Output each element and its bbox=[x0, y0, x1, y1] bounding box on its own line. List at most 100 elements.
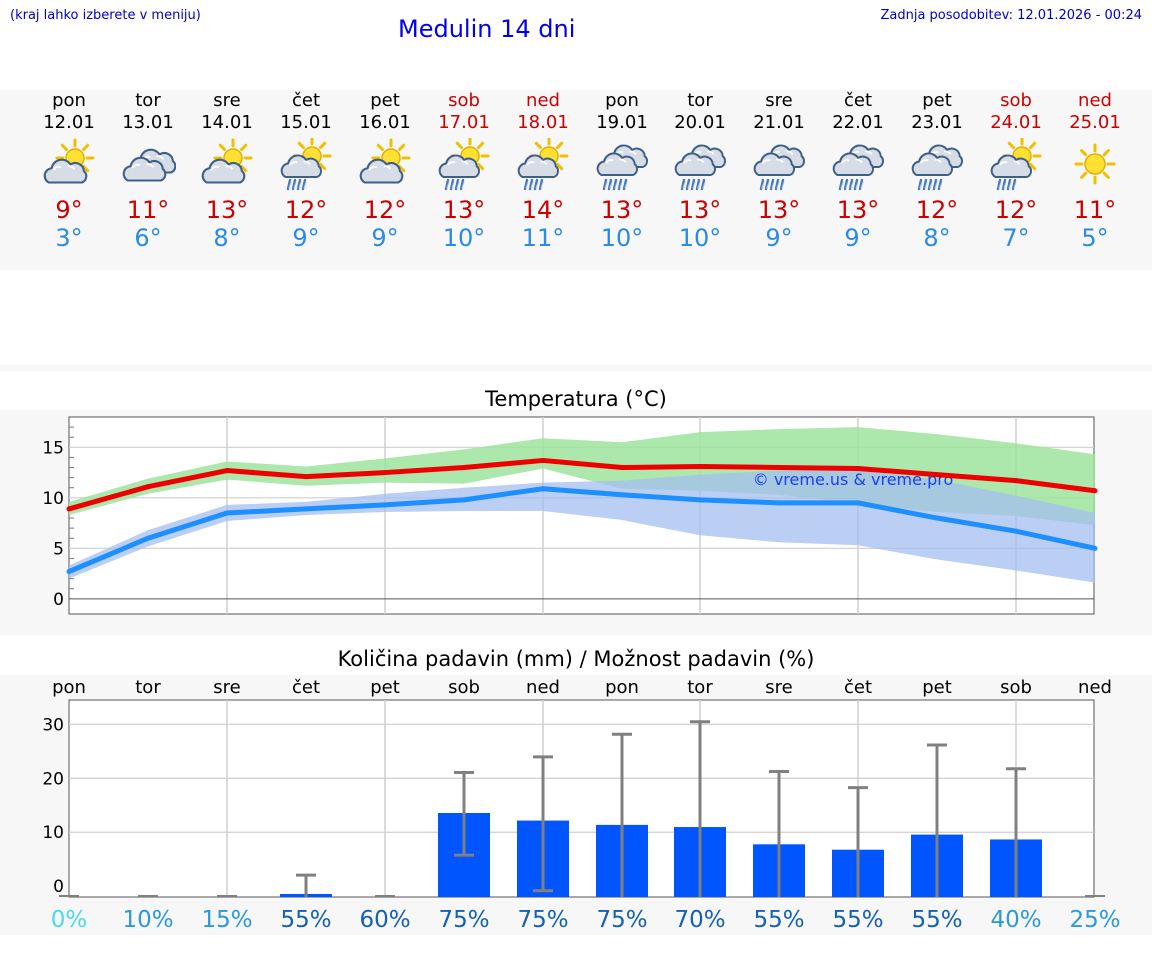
day-name: pet bbox=[922, 90, 952, 111]
cloud-body bbox=[911, 152, 954, 176]
cloud-highlight bbox=[210, 165, 234, 171]
rain-drop-shine bbox=[1003, 181, 1007, 189]
sun-ray bbox=[60, 143, 69, 152]
rain-drop bbox=[685, 178, 691, 191]
sun-cloud-icon bbox=[359, 138, 411, 184]
precipitation-chart-title: Količina padavin (mm) / Možnost padavin … bbox=[337, 647, 815, 671]
cloud-body bbox=[122, 156, 167, 182]
precipitation-probability: 55% bbox=[832, 907, 883, 933]
max-temperature-point bbox=[1092, 488, 1098, 494]
precipitation-probability: 55% bbox=[753, 907, 804, 933]
day-column: čet 22.01 13° 9° bbox=[813, 90, 903, 252]
rain-drop-shine bbox=[929, 181, 933, 189]
rain-drop-shine bbox=[1008, 181, 1012, 189]
cloud-shape bbox=[438, 154, 481, 178]
cloud-highlight bbox=[526, 160, 548, 166]
cloud-body bbox=[832, 152, 875, 176]
category-label: tor bbox=[687, 677, 713, 698]
day-name: tor bbox=[135, 90, 161, 111]
rain-drop bbox=[538, 178, 544, 191]
max-temperature: 13° bbox=[757, 196, 801, 224]
rain-drop bbox=[454, 178, 460, 191]
rain-drop-shine bbox=[850, 181, 854, 189]
rain-drop-shine bbox=[446, 181, 450, 189]
category-label: pet bbox=[922, 677, 952, 698]
category-label: čet bbox=[292, 677, 320, 698]
rain-drop bbox=[301, 178, 307, 191]
last-update: Zadnja posodobitev: 12.01.2026 - 00:24 bbox=[880, 8, 1142, 23]
rain-drop-shine bbox=[924, 181, 928, 189]
min-temperature-band bbox=[69, 470, 1095, 583]
rain-drop bbox=[690, 178, 696, 191]
day-date: 20.01 bbox=[674, 112, 726, 133]
location-hint[interactable]: (kraj lahko izberete v meniju) bbox=[10, 8, 201, 23]
rain-drop bbox=[602, 178, 608, 191]
rain-drop-shine bbox=[288, 181, 292, 189]
rain-drop bbox=[528, 178, 534, 191]
min-temperature-point bbox=[224, 510, 230, 516]
day-date: 22.01 bbox=[832, 112, 884, 133]
precipitation-probability: 75% bbox=[438, 907, 489, 933]
sun-icon bbox=[1074, 143, 1116, 185]
max-temperature-line bbox=[68, 457, 1096, 512]
cloud-shape bbox=[990, 154, 1033, 178]
category-label: sre bbox=[213, 677, 240, 698]
cloud-rain-icon bbox=[753, 144, 806, 191]
cloud-shape bbox=[43, 158, 88, 184]
rain-drop bbox=[523, 178, 529, 191]
sun-cloud-rain-icon bbox=[990, 138, 1042, 191]
rain-drop-shine bbox=[624, 181, 628, 189]
max-temperature-point bbox=[66, 506, 72, 512]
sun-ray bbox=[397, 143, 406, 152]
min-temperature: 7° bbox=[1002, 224, 1030, 252]
rain-drop bbox=[858, 178, 864, 191]
category-label: čet bbox=[844, 677, 872, 698]
cloud-body bbox=[438, 154, 481, 178]
max-temperature: 13° bbox=[678, 196, 722, 224]
y-tick-label: 5 bbox=[53, 539, 64, 559]
min-temperature: 5° bbox=[1081, 224, 1109, 252]
day-date: 21.01 bbox=[753, 112, 805, 133]
cloud-rain-icon bbox=[911, 144, 964, 191]
day-name: sob bbox=[1000, 90, 1032, 111]
sun-cloud-rain-icon bbox=[438, 138, 490, 191]
rain-drop bbox=[695, 178, 701, 191]
cloud-body bbox=[517, 154, 560, 178]
rain-drop-shine bbox=[771, 181, 775, 189]
min-temperature-point bbox=[303, 506, 309, 512]
rain-drop bbox=[848, 178, 854, 191]
sun-ray bbox=[555, 162, 564, 171]
cloud-shape bbox=[517, 154, 560, 178]
sun-ray bbox=[239, 143, 248, 152]
cloud-highlight bbox=[52, 165, 76, 171]
sun-ray bbox=[218, 143, 227, 152]
min-temperature-point bbox=[855, 500, 861, 506]
rain-drop-shine bbox=[845, 181, 849, 189]
rain-drop-shine bbox=[840, 181, 844, 189]
day-name: pet bbox=[370, 90, 400, 111]
rain-drop bbox=[843, 178, 849, 191]
day-date: 14.01 bbox=[201, 112, 253, 133]
sun-ray bbox=[81, 143, 90, 152]
rain-drop-shine bbox=[293, 181, 297, 189]
day-column: pet 16.01 12° 9° bbox=[340, 90, 430, 252]
day-column: sre 14.01 13° 8° bbox=[182, 90, 272, 252]
category-label: sob bbox=[1000, 677, 1032, 698]
sun-cloud-icon bbox=[43, 138, 95, 184]
day-name: čet bbox=[843, 90, 873, 111]
y-tick-label: 30 bbox=[42, 715, 64, 735]
max-temperature: 9° bbox=[55, 196, 83, 224]
min-temperature: 6° bbox=[134, 224, 162, 252]
rain-drop bbox=[533, 178, 539, 191]
max-temperature: 11° bbox=[126, 196, 170, 224]
precipitation-probability: 70% bbox=[674, 907, 725, 933]
divider bbox=[0, 365, 1152, 371]
rain-drop bbox=[779, 178, 785, 191]
sun-shape bbox=[55, 138, 95, 178]
day-name: sre bbox=[213, 90, 241, 111]
sun-disc bbox=[1084, 153, 1106, 175]
min-temperature-line bbox=[68, 486, 1096, 574]
day-name: tor bbox=[687, 90, 713, 111]
sun-ray bbox=[1080, 149, 1088, 157]
sun-ray bbox=[1028, 162, 1037, 171]
